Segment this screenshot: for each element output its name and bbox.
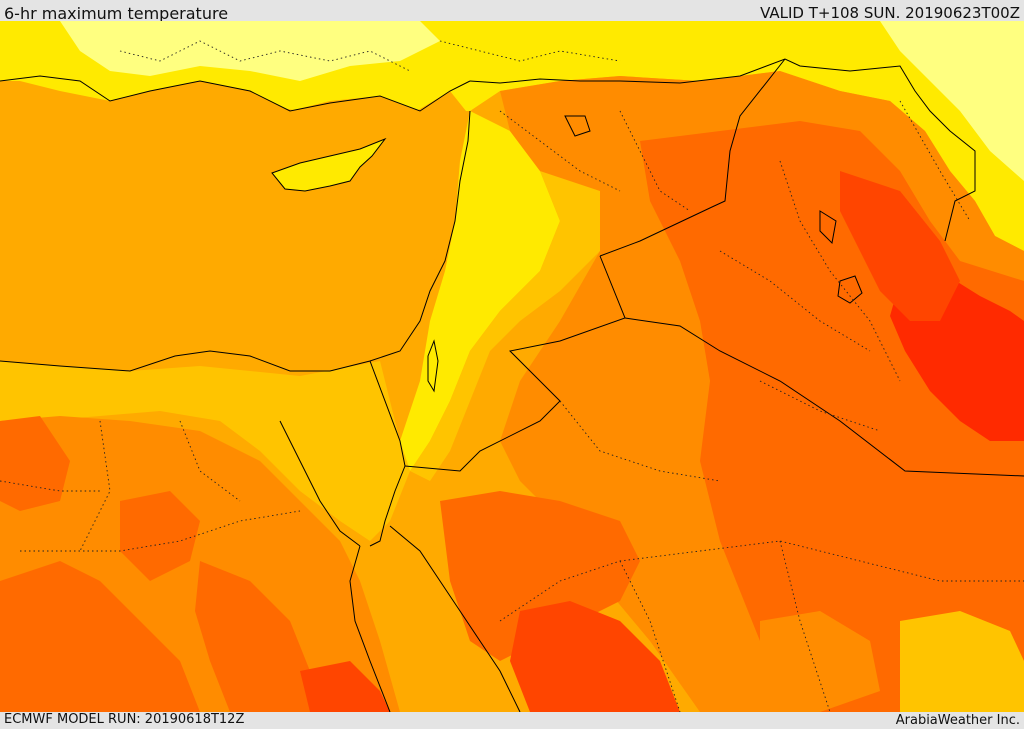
temperature-map[interactable] <box>0 21 1024 712</box>
lake-tharthar <box>819 210 837 245</box>
zone-northeast-lightyellow <box>880 21 1024 181</box>
admin-boundaries-turkey <box>119 40 621 72</box>
valid-time: VALID T+108 SUN. 20190623T00Z <box>760 4 1020 22</box>
zone-saudi-darkorange <box>440 491 640 661</box>
zone-saudi-orange-patch <box>760 611 880 712</box>
zone-iraq-redorange <box>840 171 960 321</box>
border-turkey-syria <box>469 58 976 242</box>
zone-saudi-redorange-1 <box>510 601 680 712</box>
credit: ArabiaWeather Inc. <box>895 713 1020 728</box>
model-run: ECMWF MODEL RUN: 20190618T12Z <box>4 712 245 727</box>
cyprus <box>271 137 387 192</box>
lake-assad <box>564 115 591 137</box>
border-iraq-saudi <box>624 317 1024 477</box>
zone-north-yellow <box>0 21 1024 251</box>
zone-levant-yellow <box>400 111 560 471</box>
zone-saudi-amber-patch <box>900 611 1024 712</box>
zone-egypt-amber <box>0 361 410 541</box>
zone-levant-amber <box>410 171 600 481</box>
map-title: 6-hr maximum temperature <box>4 4 229 23</box>
border-sinai-israel <box>369 360 406 467</box>
header-bar <box>0 0 1024 21</box>
admin-boundaries-syria <box>499 110 691 212</box>
zone-egypt-darkorange-2 <box>120 491 200 581</box>
admin-boundaries-iraq <box>719 100 971 432</box>
lake-iraq <box>837 275 863 304</box>
red-sea-coast-east <box>389 525 521 712</box>
red-sea-coast-west <box>349 545 391 712</box>
border-syria-iraq <box>599 58 786 257</box>
zone-egypt-darkorange-3 <box>0 561 200 712</box>
zone-north-lightyellow <box>60 21 440 81</box>
dead-sea <box>427 339 439 393</box>
zone-egypt-darkorange-1 <box>0 416 70 511</box>
gulf-of-aqaba <box>369 465 406 547</box>
zone-egypt-darkorange-4 <box>195 561 320 712</box>
coastline-turkey <box>0 75 471 112</box>
zone-saudi-redorange-2 <box>300 661 390 712</box>
footer-bar <box>0 712 1024 729</box>
gulf-of-suez <box>279 420 361 547</box>
